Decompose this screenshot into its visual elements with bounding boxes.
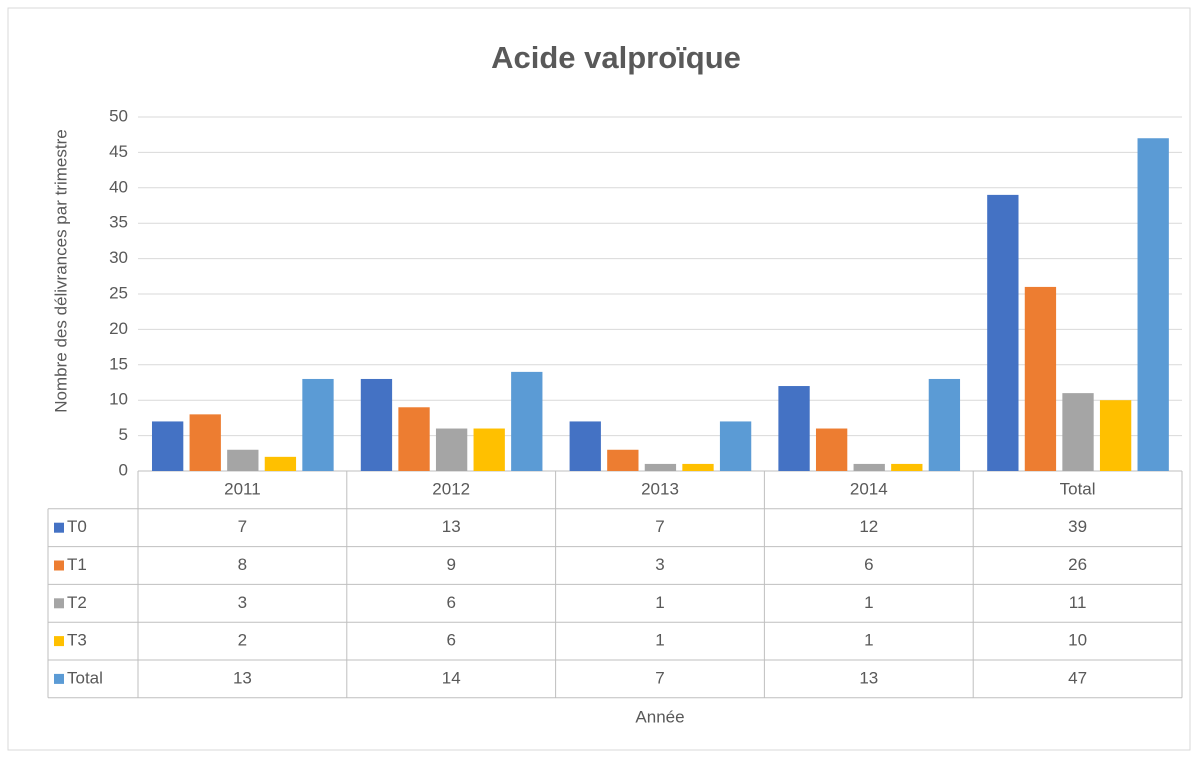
bar bbox=[151, 421, 184, 471]
legend-swatch bbox=[54, 636, 64, 647]
table-value: 1 bbox=[864, 631, 873, 650]
table-value: 7 bbox=[238, 517, 247, 536]
legend-label: T3 bbox=[67, 631, 87, 650]
y-tick-label: 40 bbox=[109, 177, 128, 196]
legend-label: Total bbox=[67, 668, 103, 687]
y-tick-label: 30 bbox=[109, 248, 128, 267]
table-value: 9 bbox=[446, 555, 455, 574]
bar bbox=[189, 414, 221, 471]
bar bbox=[928, 378, 961, 471]
legend-label: T1 bbox=[67, 555, 87, 574]
bar bbox=[360, 378, 393, 471]
table-value: 26 bbox=[1068, 555, 1087, 574]
bar bbox=[473, 428, 505, 471]
legend-swatch bbox=[54, 560, 64, 571]
bar bbox=[1099, 400, 1132, 471]
bar bbox=[398, 407, 430, 471]
table-value: 13 bbox=[233, 668, 252, 687]
x-axis-title: Année bbox=[635, 707, 684, 726]
bar bbox=[1062, 393, 1094, 471]
x-tick-label: Total bbox=[1060, 479, 1096, 498]
y-axis-title: Nombre des délivrances par trimestre bbox=[51, 129, 70, 412]
bar bbox=[682, 463, 714, 471]
bar bbox=[1024, 286, 1057, 471]
table-value: 6 bbox=[864, 555, 873, 574]
y-tick-label: 0 bbox=[119, 460, 128, 479]
table-value: 13 bbox=[859, 668, 878, 687]
table-value: 12 bbox=[859, 517, 878, 536]
bar bbox=[815, 428, 848, 471]
table-value: 7 bbox=[655, 517, 664, 536]
y-tick-label: 5 bbox=[119, 425, 128, 444]
table-value: 1 bbox=[655, 593, 664, 612]
bar bbox=[987, 194, 1019, 471]
legend-label: T2 bbox=[67, 593, 87, 612]
table-value: 2 bbox=[238, 631, 247, 650]
table-value: 3 bbox=[238, 593, 247, 612]
y-tick-label: 35 bbox=[109, 213, 128, 232]
bar bbox=[853, 463, 885, 471]
y-tick-label: 50 bbox=[109, 106, 128, 125]
bar bbox=[227, 449, 259, 471]
table-value: 7 bbox=[655, 668, 664, 687]
table-value: 6 bbox=[446, 593, 455, 612]
legend-swatch bbox=[54, 522, 64, 533]
bar bbox=[778, 386, 810, 471]
bar bbox=[719, 421, 752, 471]
x-tick-label: 2011 bbox=[224, 479, 261, 498]
x-tick-label: 2014 bbox=[850, 479, 888, 498]
table-value: 10 bbox=[1068, 631, 1087, 650]
table-value: 11 bbox=[1069, 593, 1087, 612]
table-value: 47 bbox=[1068, 668, 1087, 687]
bar bbox=[511, 371, 543, 471]
y-tick-label: 25 bbox=[109, 283, 128, 302]
table-value: 1 bbox=[655, 631, 664, 650]
y-tick-label: 15 bbox=[109, 354, 128, 373]
y-tick-label: 10 bbox=[109, 390, 128, 409]
table-value: 6 bbox=[446, 631, 455, 650]
table-value: 14 bbox=[442, 668, 461, 687]
table-value: 3 bbox=[655, 555, 664, 574]
bar bbox=[264, 456, 297, 471]
table-value: 1 bbox=[864, 593, 873, 612]
bar bbox=[569, 421, 601, 471]
table-value: 13 bbox=[442, 517, 461, 536]
bar bbox=[435, 428, 468, 471]
chart-title: Acide valproïque bbox=[491, 40, 741, 75]
legend-label: T0 bbox=[67, 517, 87, 536]
legend-swatch bbox=[54, 673, 64, 684]
bar bbox=[891, 463, 923, 471]
table-value: 39 bbox=[1068, 517, 1087, 536]
bar bbox=[1137, 138, 1169, 472]
bar bbox=[302, 378, 334, 471]
bar bbox=[607, 449, 639, 471]
x-tick-label: 2012 bbox=[432, 479, 470, 498]
bar bbox=[644, 463, 677, 471]
table-value: 8 bbox=[238, 555, 247, 574]
y-tick-label: 20 bbox=[109, 319, 128, 338]
legend-swatch bbox=[54, 598, 64, 609]
x-tick-label: 2013 bbox=[641, 479, 679, 498]
y-tick-label: 45 bbox=[109, 142, 128, 161]
